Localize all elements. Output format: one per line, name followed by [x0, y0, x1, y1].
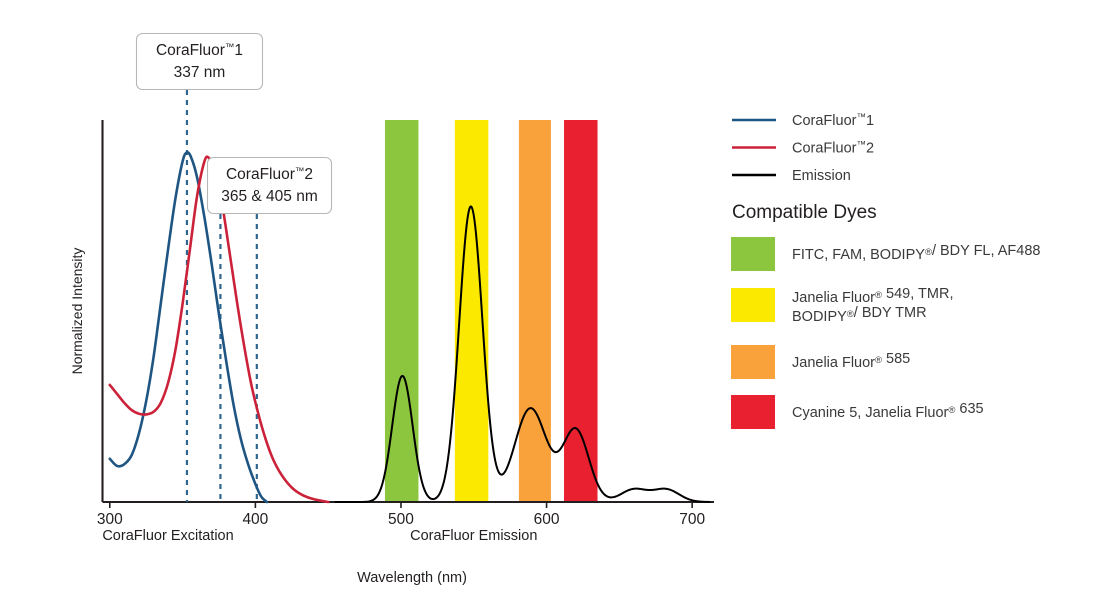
dye-swatch-1 — [731, 288, 775, 322]
axis-region-label-excitation: CoraFluor Excitation — [102, 528, 233, 544]
axis-region-label-emission: CoraFluor Emission — [410, 528, 537, 544]
callout-corafluor1-line1: CoraFluor™1 — [156, 42, 243, 59]
emission-band-orange — [518, 120, 551, 502]
x-tick-label-400: 400 — [242, 511, 268, 528]
x-tick-label-500: 500 — [388, 511, 414, 528]
callout-corafluor2: CoraFluor™2 365 & 405 nm — [206, 156, 333, 215]
curve-corafluor2-excitation — [108, 155, 330, 504]
callout-corafluor1-line2: 337 nm — [174, 64, 226, 81]
series-legend: CoraFluor™1 CoraFluor™2 Emission — [732, 112, 874, 184]
emission-band-red — [564, 120, 598, 502]
dye-label-0-0: FITC, FAM, BODIPY®/ BDY FL, AF488 — [792, 243, 1040, 263]
callout-corafluor2-line1: CoraFluor™2 — [226, 166, 313, 183]
compatible-dyes-heading: Compatible Dyes — [732, 202, 877, 223]
emission-band-group — [384, 120, 598, 502]
x-tick-label-600: 600 — [534, 511, 560, 528]
compatible-dyes-list: FITC, FAM, BODIPY®/ BDY FL, AF488 Janelia… — [731, 237, 1040, 429]
x-tick-label-300: 300 — [97, 511, 123, 528]
legend-label-1: CoraFluor™2 — [792, 140, 874, 157]
spectra-curves — [108, 151, 711, 504]
callout-corafluor1: CoraFluor™1 337 nm — [135, 32, 264, 91]
x-axis-ticks: 300 400 500 600 700 — [97, 502, 705, 528]
excitation-marker-lines — [185, 90, 258, 502]
x-axis-title: Wavelength (nm) — [357, 570, 467, 586]
dye-label-3-0: Cyanine 5, Janelia Fluor® 635 — [792, 401, 984, 421]
dye-label-1-1: BODIPY®/ BDY TMR — [792, 305, 927, 325]
legend-label-0: CoraFluor™1 — [792, 112, 874, 129]
callout-corafluor2-box — [206, 156, 333, 215]
callout-corafluor2-line2: 365 & 405 nm — [221, 188, 318, 205]
y-axis-title: Normalized Intensity — [69, 248, 85, 375]
curve-emission — [334, 205, 711, 503]
legend-label-2: Emission — [792, 168, 851, 184]
axes — [101, 120, 714, 504]
callout-corafluor1-box — [135, 32, 264, 91]
curve-corafluor1-excitation — [108, 151, 269, 504]
dye-swatch-2 — [731, 345, 775, 379]
dye-swatch-3 — [731, 395, 775, 429]
dye-swatch-0 — [731, 237, 775, 271]
x-tick-label-700: 700 — [679, 511, 705, 528]
dye-label-1-0: Janelia Fluor® 549, TMR, — [792, 286, 953, 306]
dye-label-2-0: Janelia Fluor® 585 — [792, 351, 910, 371]
